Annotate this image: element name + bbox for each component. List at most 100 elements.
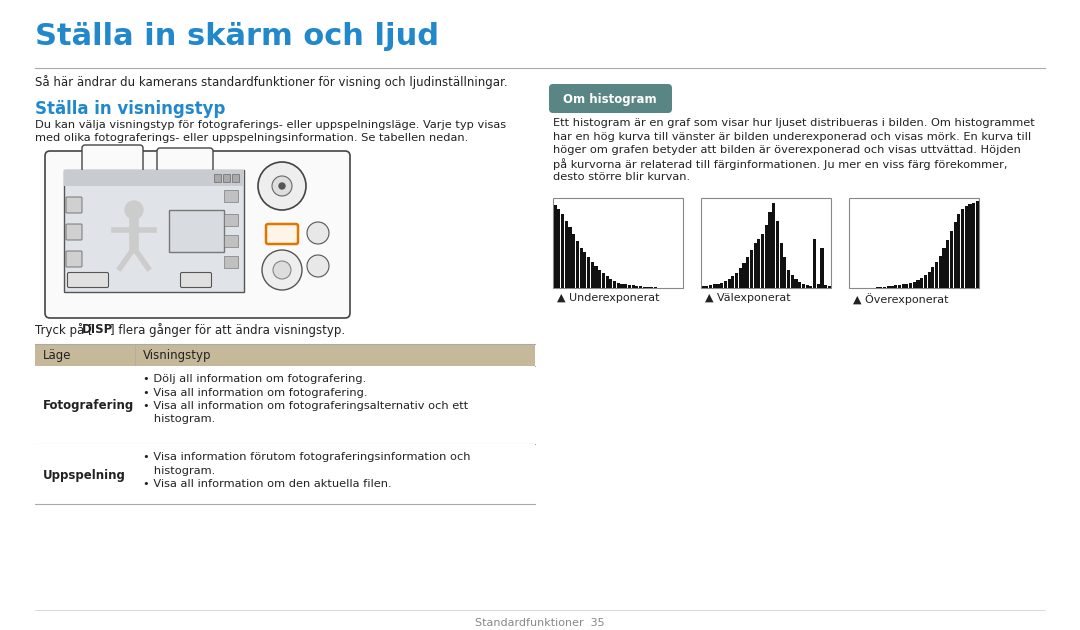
Bar [757,239,760,288]
FancyBboxPatch shape [66,251,82,267]
Bar [754,243,757,288]
Circle shape [307,255,329,277]
Bar [35,444,535,504]
Bar [849,198,978,288]
Bar [791,275,794,288]
Bar [716,284,719,288]
Bar [713,284,716,288]
Bar [35,344,535,366]
Text: DISP: DISP [82,323,113,336]
Bar [795,279,798,288]
Text: Läge: Läge [43,350,71,362]
Bar [768,212,771,288]
Bar [742,263,745,288]
Bar [905,284,908,288]
Bar [935,262,939,288]
Bar [806,285,809,288]
Circle shape [262,250,302,290]
Bar [728,279,731,288]
Text: F2.8 1/30s: F2.8 1/30s [69,176,102,181]
Bar [708,285,712,288]
Circle shape [307,222,329,244]
Text: histogram.: histogram. [143,466,215,476]
Text: Ett histogram är en graf som visar hur ljuset distribueras i bilden. Om histogra: Ett histogram är en graf som visar hur l… [553,118,1035,128]
FancyBboxPatch shape [157,148,213,172]
Bar [586,258,590,288]
Bar [746,256,750,288]
Text: på kurvorna är relaterad till färginformationen. Ju mer en viss färg förekommer,: på kurvorna är relaterad till färginform… [553,159,1008,170]
Bar [798,282,801,288]
Bar [827,286,831,288]
Bar [724,281,727,288]
Bar [224,190,238,202]
Text: Standardfunktioner  35: Standardfunktioner 35 [475,618,605,628]
Bar [576,241,579,288]
Bar [620,284,623,288]
Bar [916,280,920,288]
Text: ▲ Välexponerat: ▲ Välexponerat [705,293,791,303]
Bar [783,256,786,288]
Text: höger om grafen betyder att bilden är överexponerad och visas uttvättad. Höjden: höger om grafen betyder att bilden är öv… [553,145,1021,155]
Bar [887,286,890,288]
Bar [594,266,597,288]
Bar [705,286,708,288]
Bar [702,286,705,288]
Bar [650,287,653,288]
FancyBboxPatch shape [180,273,212,287]
Bar [653,287,657,288]
FancyBboxPatch shape [266,224,298,244]
Bar [643,287,646,288]
Circle shape [279,183,285,189]
Bar [928,272,931,288]
FancyBboxPatch shape [45,151,350,318]
FancyBboxPatch shape [66,224,82,240]
Bar [731,277,734,288]
Bar [780,243,783,288]
Bar [214,174,221,182]
Bar [35,366,535,444]
Bar [557,209,561,288]
Circle shape [258,162,306,210]
Bar [602,273,605,288]
Bar [813,239,816,288]
Text: Så här ändrar du kamerans standardfunktioner för visning och ljudinställningar.: Så här ändrar du kamerans standardfunkti… [35,75,508,89]
Bar [64,170,244,292]
Bar [883,287,887,288]
Bar [897,285,901,288]
Bar [639,286,643,288]
Bar [787,270,791,288]
Bar [606,277,609,288]
Text: desto större blir kurvan.: desto större blir kurvan. [553,172,690,182]
Bar [624,284,627,288]
Bar [949,231,953,288]
Bar [765,225,768,288]
Text: • Visa all information om den aktuella filen.: • Visa all information om den aktuella f… [143,479,392,489]
Bar [64,170,244,186]
Bar [565,220,568,288]
Bar [561,214,564,288]
Text: har en hög kurva till vänster är bilden underexponerad och visas mörk. En kurva : har en hög kurva till vänster är bilden … [553,132,1031,142]
Text: histogram.: histogram. [143,415,215,425]
Text: Tryck på [: Tryck på [ [35,323,93,337]
Bar [816,284,820,288]
Bar [617,283,620,288]
Bar [701,198,831,288]
Bar [224,235,238,247]
Bar [583,252,586,288]
Bar [946,240,949,288]
Bar [876,287,879,288]
Text: Ställa in skärm och ljud: Ställa in skärm och ljud [35,22,438,51]
Text: Du kan välja visningstyp för fotograferings- eller uppspelningsläge. Varje typ v: Du kan välja visningstyp för fotograferi… [35,120,507,130]
Bar [720,283,724,288]
Bar [943,248,946,288]
Bar [821,248,824,288]
Bar [739,268,742,288]
Bar [553,198,683,288]
Text: • Visa information förutom fotograferingsinformation och: • Visa information förutom fotografering… [143,452,471,462]
Bar [809,286,812,288]
Bar [598,270,602,288]
Bar [961,209,964,288]
Bar [902,284,905,288]
Bar [224,256,238,268]
Text: • Visa all information om fotografering.: • Visa all information om fotografering. [143,387,367,398]
